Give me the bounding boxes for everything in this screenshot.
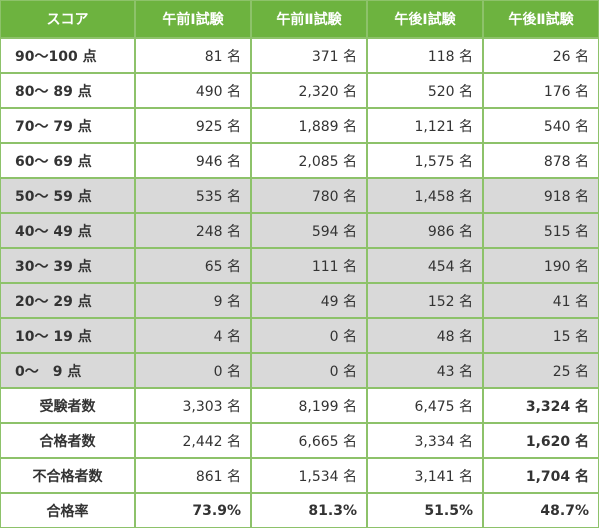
cell: 925 名 xyxy=(135,108,251,143)
header-cell: 午前Ⅱ試験 xyxy=(251,0,367,38)
cell: 946 名 xyxy=(135,143,251,178)
table-row: 合格率 73.9% 81.3% 51.5% 48.7% xyxy=(0,493,599,528)
table-row: 90～100 点 81 名 371 名 118 名 26 名 xyxy=(0,38,599,73)
row-label: 不合格者数 xyxy=(0,458,135,493)
table-row: 80～ 89 点 490 名 2,320 名 520 名 176 名 xyxy=(0,73,599,108)
cell: 1,458 名 xyxy=(367,178,483,213)
row-label: 0～ 9 点 xyxy=(0,353,135,388)
cell: 118 名 xyxy=(367,38,483,73)
row-label: 受験者数 xyxy=(0,388,135,423)
cell: 8,199 名 xyxy=(251,388,367,423)
cell: 1,575 名 xyxy=(367,143,483,178)
cell: 371 名 xyxy=(251,38,367,73)
cell: 9 名 xyxy=(135,283,251,318)
cell: 65 名 xyxy=(135,248,251,283)
row-label: 60～ 69 点 xyxy=(0,143,135,178)
table-row: 受験者数 3,303 名 8,199 名 6,475 名 3,324 名 xyxy=(0,388,599,423)
cell: 986 名 xyxy=(367,213,483,248)
row-label: 合格者数 xyxy=(0,423,135,458)
cell: 861 名 xyxy=(135,458,251,493)
cell: 48 名 xyxy=(367,318,483,353)
row-label: 80～ 89 点 xyxy=(0,73,135,108)
cell: 3,141 名 xyxy=(367,458,483,493)
table-row: 30～ 39 点 65 名 111 名 454 名 190 名 xyxy=(0,248,599,283)
cell: 248 名 xyxy=(135,213,251,248)
cell: 1,534 名 xyxy=(251,458,367,493)
cell: 0 名 xyxy=(251,353,367,388)
cell: 81 名 xyxy=(135,38,251,73)
cell: 1,620 名 xyxy=(483,423,599,458)
cell: 0 名 xyxy=(135,353,251,388)
row-label: 30～ 39 点 xyxy=(0,248,135,283)
cell: 490 名 xyxy=(135,73,251,108)
row-label: 20～ 29 点 xyxy=(0,283,135,318)
cell: 1,889 名 xyxy=(251,108,367,143)
cell: 515 名 xyxy=(483,213,599,248)
cell: 111 名 xyxy=(251,248,367,283)
row-label: 90～100 点 xyxy=(0,38,135,73)
cell: 176 名 xyxy=(483,73,599,108)
table-row: 不合格者数 861 名 1,534 名 3,141 名 1,704 名 xyxy=(0,458,599,493)
table-row: 40～ 49 点 248 名 594 名 986 名 515 名 xyxy=(0,213,599,248)
cell: 73.9% xyxy=(135,493,251,528)
cell: 3,324 名 xyxy=(483,388,599,423)
cell: 3,303 名 xyxy=(135,388,251,423)
cell: 152 名 xyxy=(367,283,483,318)
cell: 48.7% xyxy=(483,493,599,528)
cell: 594 名 xyxy=(251,213,367,248)
header-cell: 午前Ⅰ試験 xyxy=(135,0,251,38)
cell: 26 名 xyxy=(483,38,599,73)
cell: 918 名 xyxy=(483,178,599,213)
cell: 6,475 名 xyxy=(367,388,483,423)
cell: 25 名 xyxy=(483,353,599,388)
cell: 2,320 名 xyxy=(251,73,367,108)
cell: 780 名 xyxy=(251,178,367,213)
cell: 15 名 xyxy=(483,318,599,353)
row-label: 50～ 59 点 xyxy=(0,178,135,213)
table-row: 70～ 79 点 925 名 1,889 名 1,121 名 540 名 xyxy=(0,108,599,143)
header-cell: スコア xyxy=(0,0,135,38)
cell: 2,442 名 xyxy=(135,423,251,458)
table-row: 50～ 59 点 535 名 780 名 1,458 名 918 名 xyxy=(0,178,599,213)
header-cell: 午後Ⅰ試験 xyxy=(367,0,483,38)
table-row: 60～ 69 点 946 名 2,085 名 1,575 名 878 名 xyxy=(0,143,599,178)
cell: 0 名 xyxy=(251,318,367,353)
row-label: 合格率 xyxy=(0,493,135,528)
cell: 49 名 xyxy=(251,283,367,318)
cell: 520 名 xyxy=(367,73,483,108)
row-label: 40～ 49 点 xyxy=(0,213,135,248)
cell: 190 名 xyxy=(483,248,599,283)
table-row: 合格者数 2,442 名 6,665 名 3,334 名 1,620 名 xyxy=(0,423,599,458)
cell: 454 名 xyxy=(367,248,483,283)
cell: 4 名 xyxy=(135,318,251,353)
cell: 878 名 xyxy=(483,143,599,178)
cell: 3,334 名 xyxy=(367,423,483,458)
row-label: 10～ 19 点 xyxy=(0,318,135,353)
cell: 41 名 xyxy=(483,283,599,318)
header-cell: 午後Ⅱ試験 xyxy=(483,0,599,38)
header-row: スコア 午前Ⅰ試験 午前Ⅱ試験 午後Ⅰ試験 午後Ⅱ試験 xyxy=(0,0,599,38)
cell: 2,085 名 xyxy=(251,143,367,178)
row-label: 70～ 79 点 xyxy=(0,108,135,143)
cell: 535 名 xyxy=(135,178,251,213)
cell: 1,704 名 xyxy=(483,458,599,493)
cell: 51.5% xyxy=(367,493,483,528)
cell: 43 名 xyxy=(367,353,483,388)
cell: 540 名 xyxy=(483,108,599,143)
cell: 1,121 名 xyxy=(367,108,483,143)
cell: 6,665 名 xyxy=(251,423,367,458)
cell: 81.3% xyxy=(251,493,367,528)
